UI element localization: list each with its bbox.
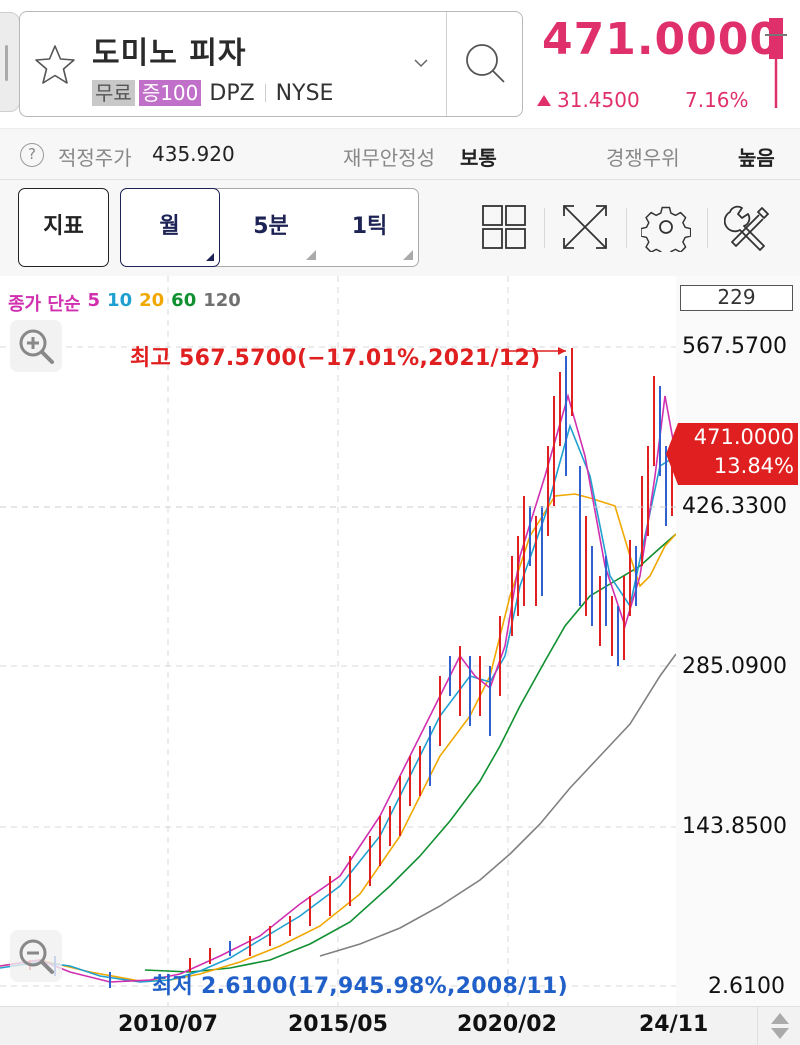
stock-selector[interactable]: 도미노 피자 무료 증100 DPZ NYSE [19,11,523,117]
low-price-annotation: 최저 2.6100(17,945.98%,2008/11) [152,974,568,999]
margin-tag: 증100 [138,80,202,106]
x-tick-label: 24/11 [639,1012,709,1037]
y-tick-label: 143.8500 [682,814,787,839]
tools-icon[interactable] [724,202,774,252]
ma-60: 60 [171,290,197,311]
gear-icon[interactable] [641,202,691,252]
valuation-bar: ? 적정주가 435.920 재무안정성 보통 경쟁우위 높음 [0,128,800,180]
arrow-up-icon[interactable] [771,1013,789,1024]
ma-5: 5 [87,290,101,311]
search-icon[interactable] [448,12,524,116]
up-arrow-icon [537,94,551,106]
y-tick-label: 2.6100 [708,974,785,999]
indicator-button[interactable]: 지표 [18,188,109,267]
grid-layout-icon[interactable] [479,202,529,252]
ma-10: 10 [107,290,133,311]
free-tag: 무료 [92,80,135,106]
price-chart[interactable]: 종가 단순 5 10 20 60 120 229 최고 567.5700(−17… [0,276,800,1006]
stock-tags: 무료 증100 DPZ NYSE [92,80,333,106]
chart-canvas [0,276,676,1006]
ma-20: 20 [139,290,165,311]
star-icon[interactable] [32,42,78,88]
chevron-down-icon[interactable] [412,54,430,72]
chart-toolbar: 지표 월 5분 1틱 [0,180,800,276]
ticker: DPZ [209,80,255,106]
financial-stability-value: 보통 [460,146,497,170]
x-tick-label: 2010/07 [118,1012,218,1037]
fair-price-value: 435.920 [152,142,235,166]
zoom-in-icon [19,329,54,364]
current-price-badge: 471.0000 13.84% [666,423,798,485]
zoom-out-button[interactable] [10,930,62,982]
ma-legend[interactable]: 종가 단순 5 10 20 60 120 [8,290,241,316]
zoom-out-icon [19,939,54,974]
y-tick-label: 567.5700 [682,334,787,359]
y-tick-label: 426.3300 [682,494,787,519]
x-tick-label: 2015/05 [288,1012,388,1037]
period-5min[interactable]: 5분 [221,189,321,265]
current-price-value: 471.0000 [693,425,794,449]
axis-scroll-control[interactable] [757,1007,800,1045]
period-monthly[interactable]: 월 [119,187,220,267]
competitive-edge-label: 경쟁우위 [606,146,680,170]
price-change: 31.4500 [537,88,640,112]
daily-candle-icon [765,18,787,108]
change-percent: 7.16% [685,88,749,112]
ma-120: 120 [203,290,241,311]
y-axis[interactable] [676,276,800,1006]
fair-price-label: 적정주가 [58,146,132,170]
stock-name: 도미노 피자 [92,36,247,71]
x-tick-label: 2020/02 [457,1012,557,1037]
help-icon[interactable]: ? [20,143,44,167]
header: 도미노 피자 무료 증100 DPZ NYSE 471.0000 31.4500… [0,0,800,128]
exchange: NYSE [275,80,334,106]
period-1tick[interactable]: 1틱 [321,189,418,265]
ma-legend-prefix: 종가 단순 [8,294,81,315]
current-price-pct: 13.84% [713,454,794,478]
change-value: 31.4500 [557,88,640,112]
side-drawer-handle[interactable] [0,12,20,112]
zoom-in-button[interactable] [10,320,62,372]
high-price-annotation: 최고 567.5700(−17.01%,2021/12) [130,346,541,371]
visible-count-input[interactable]: 229 [680,285,793,311]
y-tick-label: 285.0900 [682,654,787,679]
current-price: 471.0000 [542,14,782,65]
competitive-edge-value: 높음 [738,146,775,170]
fullscreen-icon[interactable] [560,202,610,252]
period-selector: 월 5분 1틱 [119,187,419,267]
financial-stability-label: 재무안정성 [343,146,435,170]
x-axis[interactable]: 2010/07 2015/05 2020/02 24/11 [0,1006,800,1045]
arrow-down-icon[interactable] [771,1028,789,1039]
